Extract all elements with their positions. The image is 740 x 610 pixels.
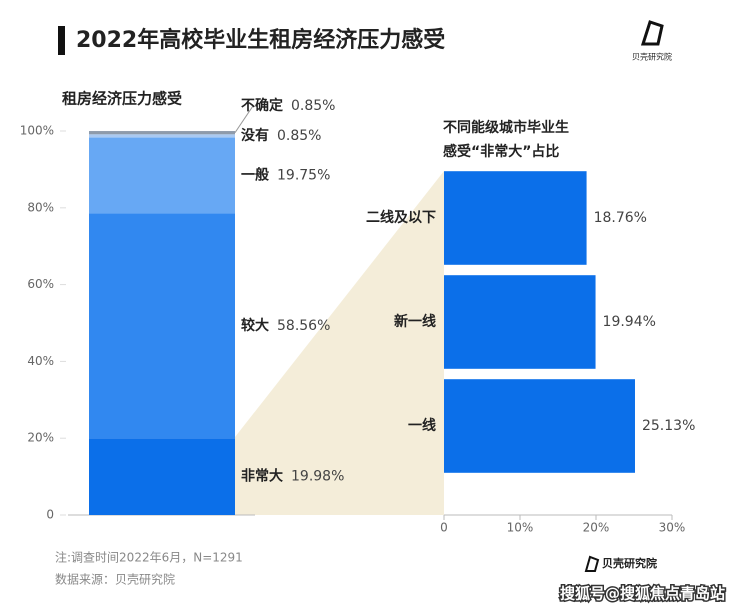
- bar-segment: [89, 134, 235, 138]
- y-tick-label: 80%: [27, 200, 54, 214]
- footer-logo: 贝壳研究院: [602, 556, 657, 570]
- chart-title: 感受“非常大”占比: [443, 143, 559, 160]
- y-tick-label: 40%: [27, 354, 54, 368]
- logo-icon: [584, 555, 600, 572]
- chart-title: 租房经济压力感受: [62, 90, 182, 108]
- note: 注:调查时间2022年6月，N=1291: [55, 550, 243, 565]
- x-tick-label: 0: [440, 521, 448, 535]
- bar-segment: [89, 438, 235, 515]
- connector: [235, 171, 444, 515]
- category-label: 新一线: [394, 313, 436, 330]
- series-label: 一般: [241, 166, 269, 183]
- value-label: 19.94%: [603, 314, 656, 330]
- note: 数据来源：贝壳研究院: [55, 572, 175, 587]
- value-label: 18.76%: [594, 210, 647, 226]
- bar-segment: [89, 213, 235, 439]
- y-tick-label: 100%: [20, 124, 54, 138]
- series-label: 不确定: [241, 97, 283, 114]
- bar: [444, 275, 596, 369]
- x-tick-label: 30%: [659, 521, 686, 535]
- category-label: 二线及以下: [366, 209, 436, 226]
- bar: [444, 171, 587, 265]
- bar: [444, 379, 635, 473]
- category-label: 一线: [408, 417, 436, 434]
- series-label: 非常大: [241, 468, 283, 485]
- title-marker: [58, 26, 65, 55]
- bar-segment: [89, 137, 235, 214]
- bar-segment: [89, 131, 235, 135]
- x-tick-label: 10%: [507, 521, 534, 535]
- series-label: 较大: [241, 317, 269, 334]
- watermark: 搜狐号@搜狐焦点青岛站: [560, 585, 725, 603]
- x-tick-label: 20%: [583, 521, 610, 535]
- series-label: 没有: [241, 127, 269, 144]
- value-label: 0.85%: [291, 98, 335, 114]
- value-label: 58.56%: [277, 318, 330, 334]
- value-label: 0.85%: [277, 128, 321, 144]
- y-tick-label: 20%: [27, 431, 54, 445]
- logo-text: 贝壳研究院: [632, 52, 672, 62]
- value-label: 19.98%: [291, 469, 344, 485]
- page-title: 2022年高校毕业生租房经济压力感受: [76, 27, 445, 53]
- y-tick-label: 60%: [27, 277, 54, 291]
- chart-title: 不同能级城市毕业生: [443, 119, 569, 136]
- value-label: 19.75%: [277, 167, 330, 183]
- y-tick-label: 0: [46, 508, 54, 522]
- logo: 贝壳研究院: [632, 20, 672, 62]
- leader-line: [234, 105, 254, 133]
- logo-icon: [640, 20, 664, 46]
- value-label: 25.13%: [642, 418, 695, 434]
